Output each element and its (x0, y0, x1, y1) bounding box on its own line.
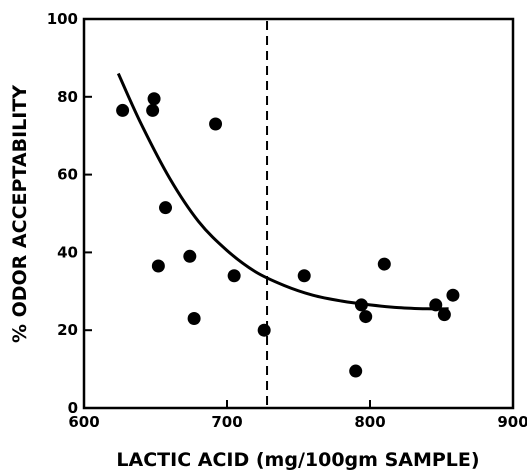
data-point (151, 259, 165, 273)
data-point (209, 117, 223, 131)
y-tick-label: 40 (57, 243, 78, 261)
data-point (159, 201, 173, 215)
data-points (116, 92, 460, 378)
data-point (359, 310, 373, 324)
x-tick-label: 900 (497, 413, 527, 431)
y-tick-label: 0 (68, 399, 78, 417)
data-point (187, 312, 201, 326)
x-tick-label: 600 (68, 413, 99, 431)
data-point (354, 298, 368, 312)
fit-curve (116, 72, 449, 311)
data-point (227, 269, 241, 283)
y-axis-title: % ODOR ACCEPTABILITY (9, 85, 31, 343)
y-tick-label: 100 (47, 10, 78, 28)
data-point (446, 288, 460, 302)
x-tick-label: 800 (354, 413, 385, 431)
data-point (377, 257, 391, 271)
data-point (429, 298, 443, 312)
x-axis-title: LACTIC ACID (mg/100gm SAMPLE) (116, 449, 479, 471)
data-point (116, 103, 130, 117)
data-point (297, 269, 311, 283)
x-axis-ticks: 600 700 800 900 (68, 400, 527, 431)
data-point (257, 323, 271, 337)
data-point (349, 364, 363, 378)
y-tick-label: 60 (57, 166, 78, 184)
y-tick-label: 80 (57, 88, 78, 106)
data-point (183, 249, 197, 263)
x-tick-label: 700 (211, 413, 242, 431)
data-point (437, 308, 451, 322)
y-tick-label: 20 (57, 321, 78, 339)
data-point (147, 92, 161, 106)
y-axis-ticks: 0 20 40 60 80 100 (47, 10, 92, 417)
data-point (146, 103, 160, 117)
plot-area-frame (82, 17, 515, 410)
